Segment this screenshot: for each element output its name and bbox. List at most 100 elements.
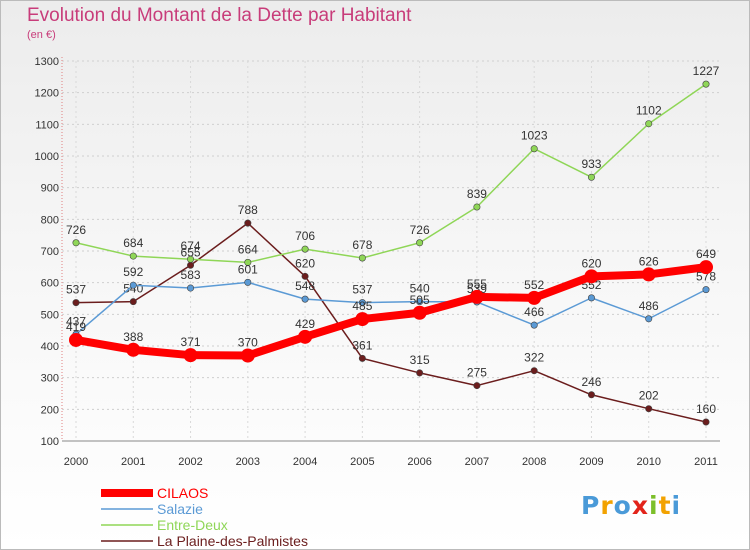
data-point: [129, 298, 137, 306]
data-point: [702, 286, 710, 294]
data-point: [301, 272, 309, 280]
data-point: [645, 315, 653, 323]
data-point: [244, 278, 252, 286]
data-point: [416, 298, 424, 306]
data-point: [244, 219, 252, 227]
data-label: 322: [524, 351, 544, 365]
data-label: 275: [467, 366, 487, 380]
data-label: 601: [238, 262, 258, 276]
logo-letter: P: [581, 491, 601, 520]
data-label: 1023: [521, 129, 548, 143]
x-tick-label: 2010: [636, 456, 660, 468]
legend-label: CILAOS: [157, 485, 208, 501]
data-point: [244, 258, 252, 266]
x-tick-label: 2004: [293, 456, 317, 468]
data-label: 370: [238, 336, 258, 350]
data-label: 537: [66, 283, 86, 297]
data-point: [702, 418, 710, 426]
data-label: 706: [295, 229, 315, 243]
x-tick-label: 2005: [350, 456, 374, 468]
data-label: 674: [181, 239, 201, 253]
data-label: 361: [352, 338, 372, 352]
data-label: 578: [696, 270, 716, 284]
logo-letter: t: [658, 491, 672, 520]
data-label: 664: [238, 242, 258, 256]
y-tick-label: 1100: [35, 119, 59, 131]
data-label: 649: [696, 247, 716, 261]
data-label: 486: [639, 299, 659, 313]
data-point: [530, 321, 538, 329]
x-tick-label: 2006: [407, 456, 431, 468]
data-point: [527, 290, 542, 305]
data-label: 315: [410, 353, 430, 367]
data-label: 419: [66, 320, 86, 334]
data-point: [301, 245, 309, 253]
data-label: 1102: [636, 104, 662, 118]
data-point: [187, 255, 195, 263]
data-point: [355, 312, 370, 327]
logo-letter: o: [613, 491, 632, 520]
data-label: 933: [581, 157, 601, 171]
data-label: 684: [123, 236, 143, 250]
y-tick-label: 700: [41, 246, 59, 258]
logo-letter: i: [649, 491, 659, 520]
data-point: [469, 289, 484, 304]
y-tick-label: 900: [41, 183, 59, 195]
data-label: 592: [123, 265, 143, 279]
series-line-salazie: [75, 281, 707, 336]
y-tick-label: 400: [41, 341, 59, 353]
y-tick-label: 100: [41, 436, 59, 448]
x-tick-label: 2008: [522, 456, 546, 468]
x-tick-label: 2002: [178, 456, 202, 468]
data-label: 485: [352, 299, 372, 313]
chart-title: Evolution du Montant de la Dette par Hab…: [27, 5, 412, 26]
data-point: [301, 295, 309, 303]
data-point: [412, 305, 427, 320]
data-point: [416, 369, 424, 377]
data-point: [358, 354, 366, 362]
data-label: 552: [524, 278, 544, 292]
x-tick-label: 2003: [236, 456, 260, 468]
data-label: 537: [352, 283, 372, 297]
chart-subtitle: (en €): [27, 29, 56, 41]
data-label: 371: [181, 335, 201, 349]
y-tick-label: 200: [41, 404, 59, 416]
data-label: 548: [295, 279, 315, 293]
legend-label: Entre-Deux: [157, 517, 228, 533]
data-point: [126, 342, 141, 357]
data-point: [699, 260, 713, 275]
y-tick-label: 800: [41, 214, 59, 226]
data-label: 726: [66, 223, 86, 237]
data-point: [129, 281, 137, 289]
data-label: 505: [410, 293, 430, 307]
data-label: 620: [581, 256, 601, 270]
data-label: 388: [123, 330, 143, 344]
series-line-la-plaine-des-palmistes: [75, 222, 707, 423]
data-point: [358, 299, 366, 307]
y-tick-label: 1000: [35, 151, 59, 163]
data-point: [587, 173, 595, 181]
data-point: [416, 239, 424, 247]
data-point: [584, 269, 599, 284]
data-label: 788: [238, 203, 258, 217]
data-point: [702, 80, 710, 88]
data-point: [69, 332, 83, 347]
data-label: 839: [467, 187, 487, 201]
y-tick-label: 1200: [35, 88, 59, 100]
data-point: [72, 299, 80, 307]
data-label: 246: [581, 375, 601, 389]
data-point: [72, 239, 80, 247]
data-point: [530, 367, 538, 375]
y-tick-label: 300: [41, 373, 59, 385]
x-tick-label: 2007: [465, 456, 489, 468]
data-label: 726: [410, 223, 430, 237]
legend-label: La Plaine-des-Palmistes: [157, 533, 308, 549]
y-tick-label: 600: [41, 278, 59, 290]
x-tick-label: 2000: [64, 456, 88, 468]
data-label: 429: [295, 317, 315, 331]
series-line-entre-deux: [75, 83, 707, 264]
x-tick-label: 2009: [579, 456, 603, 468]
data-point: [129, 252, 137, 260]
data-point: [473, 382, 481, 390]
